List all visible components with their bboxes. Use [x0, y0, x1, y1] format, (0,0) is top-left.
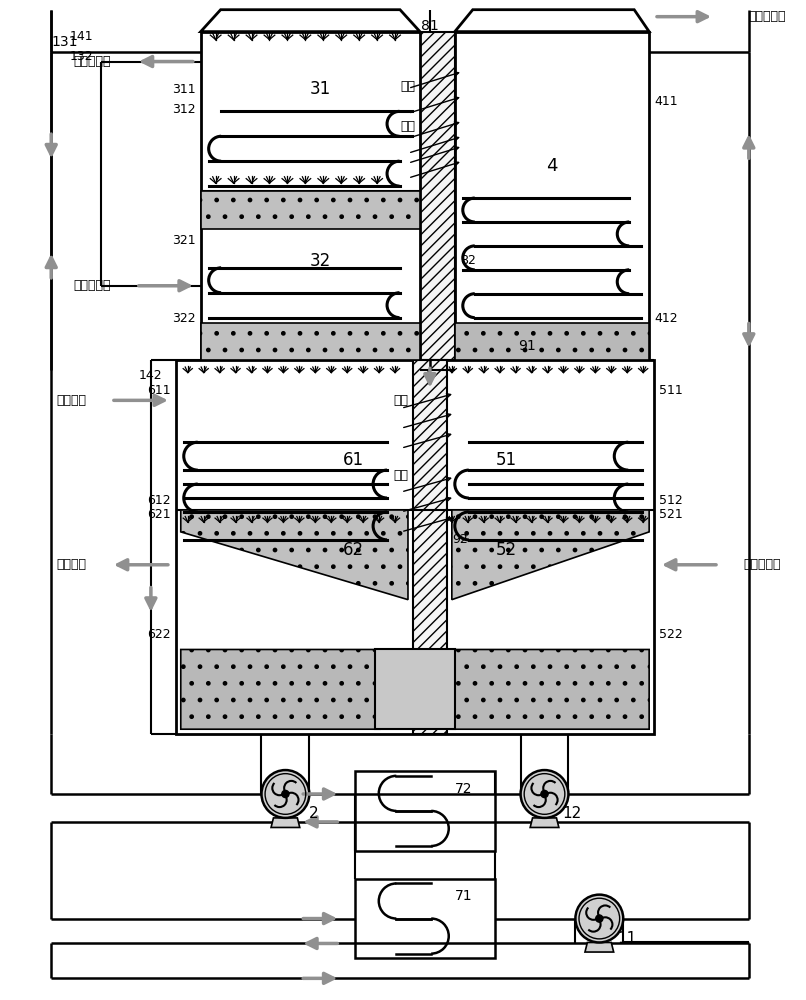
Polygon shape — [585, 942, 613, 952]
Text: 蒸汽: 蒸汽 — [393, 469, 408, 482]
Text: 61: 61 — [343, 451, 364, 469]
Text: 32: 32 — [310, 252, 331, 270]
Text: 52: 52 — [496, 541, 517, 559]
Text: 62: 62 — [343, 541, 364, 559]
Text: 522: 522 — [659, 628, 683, 641]
Text: 611: 611 — [147, 384, 171, 397]
Circle shape — [541, 790, 548, 798]
Text: 2: 2 — [309, 806, 318, 821]
Text: 采暖水供水: 采暖水供水 — [749, 10, 787, 23]
Polygon shape — [530, 818, 559, 827]
Text: 驱动热水进: 驱动热水进 — [73, 279, 111, 292]
Text: 采暖水回水: 采暖水回水 — [744, 558, 781, 571]
Text: 132: 132 — [69, 50, 93, 63]
Text: 612: 612 — [147, 493, 171, 506]
Text: 余热水出: 余热水出 — [56, 558, 86, 571]
Text: 512: 512 — [659, 493, 683, 506]
Text: 141: 141 — [69, 30, 93, 43]
Polygon shape — [181, 649, 395, 729]
Bar — [420, 32, 455, 360]
Polygon shape — [455, 10, 649, 32]
Polygon shape — [271, 818, 300, 827]
Text: 411: 411 — [654, 95, 678, 108]
Text: 71: 71 — [455, 889, 473, 903]
Bar — [455, 323, 649, 360]
Text: 92: 92 — [452, 533, 467, 546]
Text: 12: 12 — [563, 806, 582, 821]
Text: 余热水进: 余热水进 — [56, 394, 86, 407]
Text: 驱动热水出: 驱动热水出 — [73, 55, 111, 68]
Text: 51: 51 — [496, 451, 517, 469]
Text: 11: 11 — [617, 931, 637, 946]
Text: 311: 311 — [172, 83, 196, 96]
Text: 91: 91 — [517, 339, 535, 353]
Text: 131: 131 — [52, 35, 77, 49]
Circle shape — [596, 915, 603, 922]
Text: 321: 321 — [172, 234, 196, 247]
Text: 511: 511 — [659, 384, 683, 397]
Text: 4: 4 — [546, 157, 557, 175]
Bar — [201, 323, 420, 360]
Text: 622: 622 — [147, 628, 171, 641]
Circle shape — [282, 790, 289, 798]
Circle shape — [575, 895, 623, 942]
Bar — [355, 879, 495, 958]
Circle shape — [261, 770, 310, 818]
Bar — [355, 771, 495, 851]
Text: 621: 621 — [147, 508, 171, 521]
Text: 142: 142 — [139, 369, 163, 382]
Text: 322: 322 — [172, 312, 196, 325]
Text: 521: 521 — [659, 508, 683, 521]
Text: 82: 82 — [459, 254, 476, 267]
Text: 蒸汽: 蒸汽 — [400, 120, 415, 133]
Text: 412: 412 — [654, 312, 678, 325]
Text: 72: 72 — [455, 782, 473, 796]
Polygon shape — [181, 510, 408, 600]
Bar — [413, 360, 447, 734]
Bar — [375, 649, 455, 729]
Circle shape — [521, 770, 568, 818]
Bar — [201, 191, 420, 229]
Polygon shape — [201, 10, 420, 32]
Bar — [455, 32, 649, 360]
Text: 蒸汽: 蒸汽 — [393, 394, 408, 407]
Text: 312: 312 — [172, 103, 196, 116]
Text: 31: 31 — [310, 80, 331, 98]
Bar — [201, 32, 420, 360]
Bar — [176, 360, 654, 734]
Text: 81: 81 — [421, 19, 438, 33]
Text: 蒸汽: 蒸汽 — [400, 80, 415, 93]
Polygon shape — [452, 510, 649, 600]
Polygon shape — [435, 649, 649, 729]
